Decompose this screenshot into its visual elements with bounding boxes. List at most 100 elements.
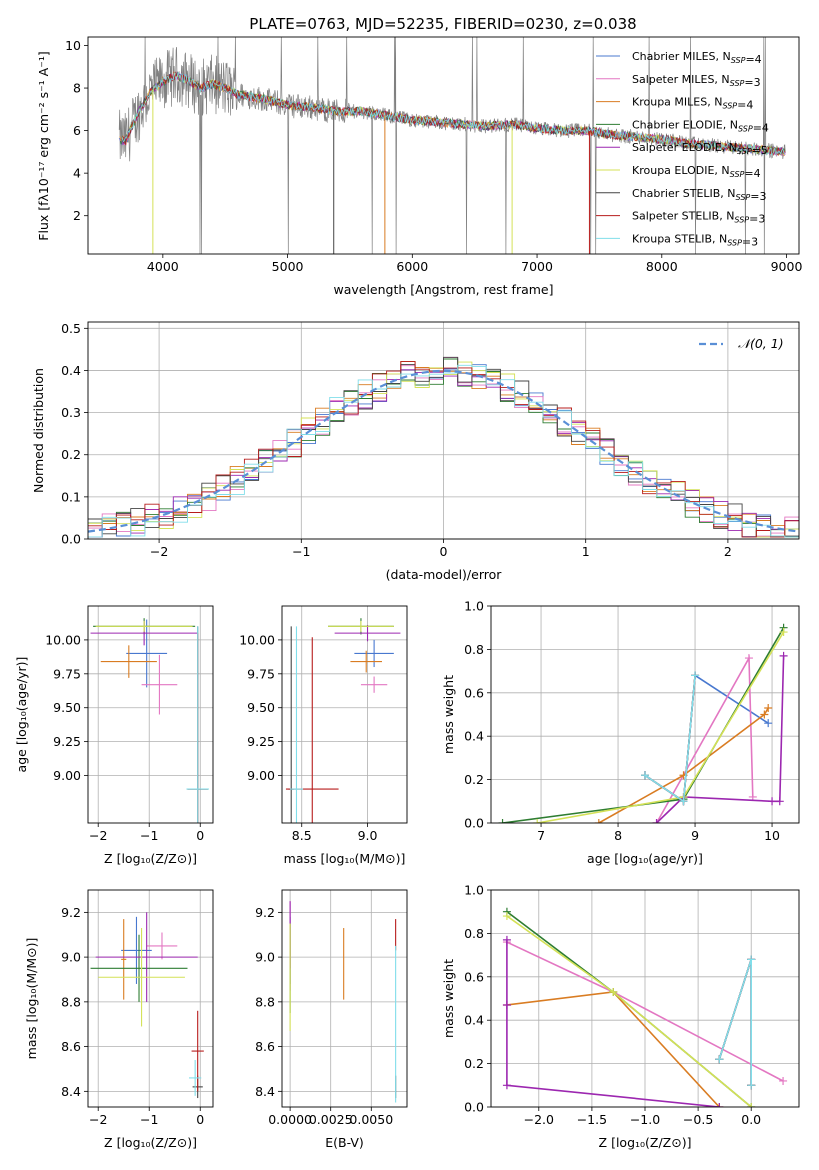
age-vs-z-panel: −2 −1 0 9.00 9.25 9.50 9.75 10.00 Z [log₁₀(Z/Z⊙)… — [14, 605, 214, 866]
x-tick-label: −2.0 — [524, 1112, 554, 1127]
y-tick-label: 8.6 — [61, 1039, 81, 1054]
y-tick-label: 9.2 — [61, 905, 81, 920]
mass-weight-line — [718, 959, 752, 1086]
x-tick-label: 4000 — [147, 259, 179, 274]
model-spectrum-line — [121, 71, 786, 156]
y-tick-label: 0.3 — [61, 405, 81, 420]
x-tick-label: −1 — [292, 544, 310, 559]
x-axis-label: Z [log₁₀(Z/Z⊙)] — [104, 851, 197, 866]
legend-label: Chabrier MILES, NSSP=4 — [632, 50, 762, 66]
x-axis-label: wavelength [Angstrom, rest frame] — [333, 282, 553, 297]
plot-area — [289, 901, 397, 1103]
mass-weight-line — [718, 959, 752, 1086]
mass-weight-line — [506, 939, 720, 1107]
y-tick-label: 0.0 — [464, 1100, 484, 1115]
y-tick-label: 9.75 — [247, 666, 275, 681]
legend-label: Salpeter ELODIE, NSSP=5 — [632, 141, 768, 157]
model-spectrum-line — [121, 72, 785, 156]
residual-panel: −2 −1 0 1 2 0.0 0.1 0.2 0.3 0.4 0.5 (data-model)/er… — [31, 321, 800, 582]
x-tick-label: 9 — [691, 828, 699, 843]
x-tick-label: −1.5 — [577, 1112, 607, 1127]
mass-weight-marker — [764, 719, 773, 728]
mass-weight-marker — [715, 1055, 724, 1064]
x-tick-label: 8.5 — [292, 828, 312, 843]
age-vs-mass-panel: 8.5 9.0 9.00 9.25 9.50 9.75 10.00 mass [log₁₀(M… — [239, 605, 408, 866]
y-tick-label: 0.1 — [61, 489, 81, 504]
weight-vs-z-panel: −2.0 −1.5 −1.0 −0.5 0.0 0.0 0.2 0.4 0.6 0.8 1.0 Z [… — [441, 883, 800, 1150]
plot-area — [88, 356, 799, 538]
y-tick-label: 0.8 — [464, 642, 484, 657]
chart-title: PLATE=0763, MJD=52235, FIBERID=0230, z=0… — [249, 15, 636, 33]
x-tick-label: 9.0 — [358, 828, 378, 843]
x-tick-label: 7 — [537, 828, 545, 843]
y-tick-label: 2 — [73, 208, 81, 223]
mass-weight-marker — [747, 955, 756, 964]
y-tick-label: 9.0 — [61, 950, 81, 965]
y-axis-label: mass weight — [441, 675, 456, 754]
mass-weight-marker — [747, 1081, 756, 1090]
spectrum-panel: 4000 5000 6000 7000 8000 9000 2 4 6 8 10 wavelength… — [36, 36, 803, 297]
x-tick-label: 0.0050 — [349, 1112, 393, 1127]
y-tick-label: 0.4 — [464, 1013, 484, 1028]
y-tick-label: 9.75 — [53, 666, 81, 681]
x-tick-label: 9000 — [771, 259, 803, 274]
mass-weight-marker — [502, 912, 511, 921]
y-tick-label: 10.00 — [45, 632, 81, 647]
mass-weight-marker — [641, 771, 649, 780]
x-tick-label: −2 — [89, 1112, 107, 1127]
y-tick-label: 0.6 — [464, 969, 484, 984]
y-tick-label: 1.0 — [464, 883, 484, 898]
mass-weight-marker — [652, 819, 661, 823]
x-tick-label: −2 — [89, 828, 107, 843]
x-tick-label: 0 — [440, 544, 448, 559]
legend-label: Salpeter STELIB, NSSP=3 — [632, 210, 765, 226]
legend-label: Chabrier STELIB, NSSP=3 — [632, 187, 766, 203]
y-tick-label: 8.4 — [255, 1084, 275, 1099]
residual-histogram — [88, 361, 799, 538]
mass-weight-marker — [760, 710, 769, 719]
axes-frame — [490, 605, 800, 824]
mass-weight-marker — [715, 1103, 724, 1107]
y-tick-label: 9.2 — [255, 905, 275, 920]
y-tick-label: 0.5 — [61, 321, 81, 336]
normal-curve — [88, 369, 799, 533]
y-tick-label: 0.6 — [464, 685, 484, 700]
plot-area — [118, 37, 786, 254]
mass-weight-line — [502, 627, 785, 823]
x-axis-label: Z [log₁₀(Z/Z⊙)] — [599, 1135, 692, 1150]
y-tick-label: 8.4 — [61, 1084, 81, 1099]
plot-area — [285, 618, 401, 823]
x-tick-label: −0.5 — [683, 1112, 713, 1127]
mass-weight-marker — [502, 1001, 511, 1010]
mass-weight-marker — [502, 935, 511, 944]
x-tick-label: 8 — [614, 828, 622, 843]
mass-weight-line — [718, 959, 752, 1086]
x-tick-label: −2 — [150, 544, 168, 559]
mass-weight-marker — [768, 797, 777, 806]
y-tick-label: 6 — [73, 123, 81, 138]
plot-area — [90, 912, 204, 1099]
mass-weight-marker — [498, 819, 507, 823]
x-tick-label: 10 — [764, 828, 780, 843]
x-tick-label: −1.0 — [630, 1112, 660, 1127]
mass-weight-marker — [779, 628, 788, 637]
x-tick-label: −1 — [140, 828, 158, 843]
axes-frame — [87, 605, 214, 824]
y-tick-label: 8.8 — [61, 994, 81, 1009]
x-tick-label: 7000 — [521, 259, 553, 274]
x-tick-label: 0 — [196, 828, 204, 843]
y-tick-label: 0.4 — [464, 729, 484, 744]
mass-weight-marker — [533, 819, 542, 823]
plot-area — [90, 618, 209, 823]
y-tick-label: 0.0 — [464, 816, 484, 831]
legend-label: Kroupa MILES, NSSP=4 — [632, 96, 753, 112]
y-tick-label: 9.25 — [247, 734, 275, 749]
y-tick-label: 0.2 — [464, 1056, 484, 1071]
y-axis-label: Flux [fλ10⁻¹⁷ erg cm⁻² s⁻¹ A⁻¹] — [36, 51, 51, 240]
mass-weight-line — [598, 707, 769, 823]
mass-weight-marker — [609, 987, 618, 996]
y-tick-label: 9.0 — [255, 950, 275, 965]
mass-weight-marker — [764, 703, 773, 712]
